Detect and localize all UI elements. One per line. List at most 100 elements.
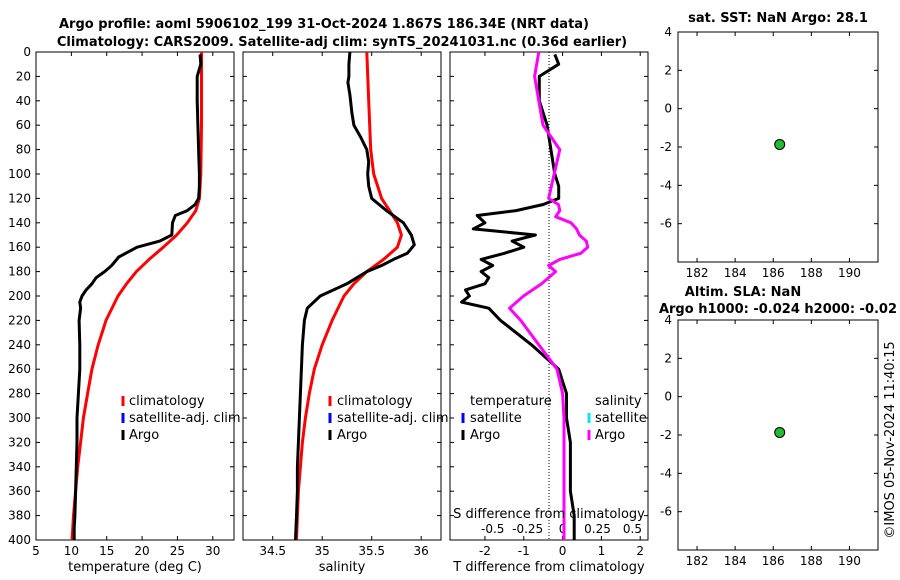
sst-ytick-label: -6 [660,217,672,231]
sla-xtick-label: 190 [838,554,861,568]
difference-top-tick-label: 0.25 [584,522,611,536]
depth-tick-label: 160 [8,240,31,254]
depth-tick-label: 240 [8,338,31,352]
difference-series-argo-s-diff [508,51,590,540]
sla-xtick-label: 188 [800,554,823,568]
sla-point [774,426,786,438]
temperature-xtick-label: 5 [32,544,40,558]
depth-tick-label: 120 [8,191,31,205]
sla-xtick-label: 182 [686,554,709,568]
sst-xtick-label: 182 [686,266,709,280]
depth-tick-label: 200 [8,289,31,303]
sst-ytick-label: 2 [664,63,672,77]
sla-ytick-label: -4 [660,466,672,480]
legend-satellite-label: satellite-adj. clim [337,411,449,426]
difference-xtick-label: 0 [559,544,567,558]
legend-argo-t-label: Argo [470,428,500,443]
salinity-xtick-label: 35 [315,544,330,558]
sst-xtick-label: 190 [838,266,861,280]
depth-tick-label: 340 [8,460,31,474]
title-line1: Argo profile: aoml 5906102_199 31-Oct-20… [59,17,589,32]
difference-xlabel: T difference from climatology [452,560,645,575]
depth-tick-label: 20 [16,69,31,83]
depth-tick-label: 80 [16,143,31,157]
temperature-panel [35,51,235,541]
sst-title: sat. SST: NaN Argo: 28.1 [688,11,868,26]
temperature-xtick-label: 20 [134,544,149,558]
temperature-series-climatology [70,52,203,541]
depth-tick-label: 320 [8,435,31,449]
title-line2: Climatology: CARS2009. Satellite-adj cli… [57,35,627,50]
depth-tick-label: 60 [16,118,31,132]
salinity-series-argo [294,51,416,541]
sst-xtick-label: 184 [724,266,747,280]
sla-xtick-label: 186 [762,554,785,568]
difference-top-tick-label: -0.5 [481,522,504,536]
sla-ytick-label: 4 [664,313,672,327]
sla-ytick-label: 2 [664,351,672,365]
legend-climatology-label: climatology [129,394,205,409]
sla-ytick-label: -6 [660,505,672,519]
depth-tick-label: 180 [8,265,31,279]
temperature-series-argo [72,54,203,540]
depth-tick-label: 0 [23,45,31,59]
difference-xtick-label: -1 [518,544,530,558]
sst-xtick-label: 186 [762,266,785,280]
sla-chart: 4 2 0 -2 -4 -6 182 184 186 188 190 [660,313,878,568]
depth-tick-label: 360 [8,484,31,498]
salinity-chart: 34.5 35 35.5 36 [259,51,429,558]
sla-ytick-label: 0 [664,390,672,404]
salinity-xlabel: salinity [319,560,366,575]
difference-top-xlabel: S difference from climatology [453,507,645,522]
sst-xtick-label: 188 [800,266,823,280]
depth-tick-label: 260 [8,362,31,376]
sla-title: Altim. SLA: NaN [685,285,801,300]
temperature-xtick-label: 10 [64,544,79,558]
depth-tick-label: 140 [8,216,31,230]
depth-tick-label: 300 [8,411,31,425]
sst-ytick-label: -4 [660,178,672,192]
depth-tick-label: 220 [8,313,31,327]
difference-top-tick-label: -0.25 [512,522,543,536]
sst-ytick-label: -2 [660,140,672,154]
legend-salinity-heading: salinity [595,394,642,409]
legend-argo-label: Argo [337,428,367,443]
depth-tick-label: 280 [8,387,31,401]
salinity-xtick-label: 35.5 [358,544,385,558]
temperature-xtick-label: 15 [99,544,114,558]
legend-climatology-label: climatology [337,394,413,409]
salinity-xtick-label: 36 [414,544,429,558]
difference-xtick-label: 2 [636,544,644,558]
depth-tick-label: 380 [8,509,31,523]
salinity-series-climatology [295,51,403,541]
legend-satellite-label: satellite-adj. clim [129,411,241,426]
sst-ytick-label: 0 [664,102,672,116]
depth-axis: 0 20 40 60 80 100 120 140 160 180 200 220 240 260 280 3… [8,45,648,547]
salinity-xtick-label: 34.5 [259,544,286,558]
difference-xtick-label: 1 [598,544,606,558]
difference-top-tick-label: 0.5 [623,522,642,536]
sst-ytick-label: 4 [664,25,672,39]
legend-satellite-s-label: satellite [595,411,647,426]
difference-series-argo-t-diff [460,53,576,540]
difference-xtick-label: -2 [479,544,491,558]
sla-xtick-label: 184 [724,554,747,568]
timestamp-stamp: ©IMOS 05-Nov-2024 11:40:15 [883,341,898,538]
sst-point [774,138,786,150]
legend-satellite-t-label: satellite [470,411,522,426]
depth-tick-label: 400 [8,533,31,547]
depth-tick-label: 40 [16,94,31,108]
depth-tick-label: 100 [8,167,31,181]
sst-chart: 4 2 0 -2 -4 -6 182 184 186 188 190 [660,25,878,280]
temperature-chart: 5 10 15 20 25 30 [32,52,220,558]
temperature-xlabel: temperature (deg C) [68,560,202,575]
legend-temperature-heading: temperature [470,394,552,409]
temperature-xtick-label: 25 [170,544,185,558]
difference-chart: -2 -1 0 1 2-0.5 -0.25 0 0.25 0.5 [460,51,644,558]
sla-title-2: Argo h1000: -0.024 h2000: -0.02 [659,302,897,317]
temperature-xtick-label: 30 [205,544,220,558]
salinity-panel [242,51,442,541]
sla-ytick-label: -2 [660,428,672,442]
legend-argo-label: Argo [129,428,159,443]
